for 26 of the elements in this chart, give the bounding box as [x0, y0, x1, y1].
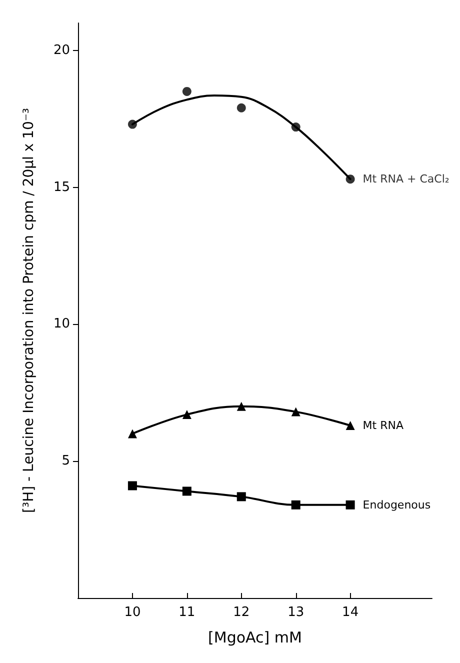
- y-tick-label: 15: [53, 180, 70, 195]
- x-tick-label: 11: [178, 605, 196, 620]
- series-label: Mt RNA: [362, 419, 404, 432]
- point: [128, 429, 137, 438]
- point: [182, 86, 192, 96]
- point: [182, 410, 192, 420]
- point: [346, 421, 355, 430]
- point: [291, 407, 300, 416]
- x-tick-label: 10: [124, 605, 141, 620]
- y-tick-label: 10: [53, 316, 70, 332]
- series-label: Mt RNA + CaCl₂: [362, 172, 450, 186]
- x-axis-title: [MgoAc] mM: [208, 628, 302, 646]
- y-tick-label: 5: [62, 454, 70, 469]
- point: [236, 103, 246, 112]
- point: [128, 481, 137, 490]
- point: [182, 486, 192, 496]
- x-tick-label: 13: [288, 605, 304, 620]
- point: [346, 500, 355, 510]
- series-label: Endogenous: [362, 498, 431, 512]
- point: [291, 500, 300, 510]
- y-tick-label: 20: [53, 42, 70, 58]
- y-axis-title: [³H] - Leucine Incorporation into Protein cpm / 20μl x 10⁻³: [21, 108, 37, 513]
- x-tick-label: 14: [342, 605, 359, 620]
- point: [236, 402, 246, 411]
- point: [236, 492, 246, 502]
- x-tick-label: 12: [233, 605, 250, 620]
